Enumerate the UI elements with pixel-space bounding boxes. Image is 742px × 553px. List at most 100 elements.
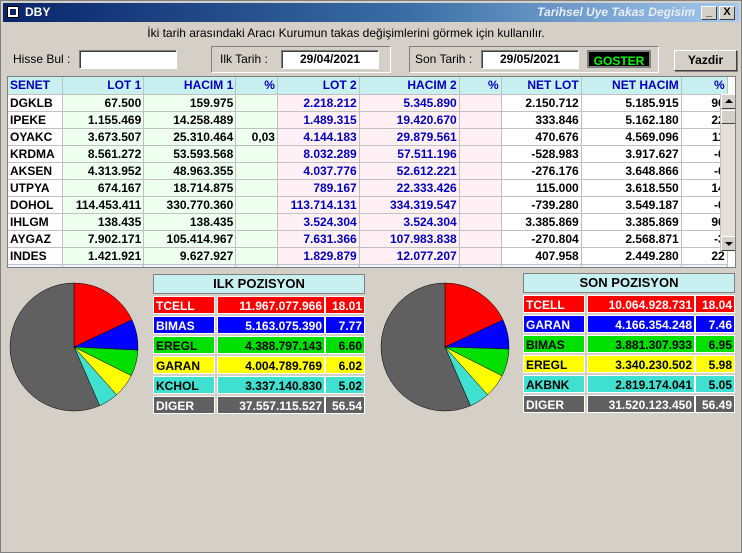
table-row[interactable]: INDES 1.421.921 9.627.927 1.829.879 12.077.2… bbox=[8, 247, 728, 265]
pos-row: BIMAS 3.881.307.933 6.95 bbox=[523, 335, 735, 353]
totals-cell bbox=[8, 264, 63, 267]
ilk-tarih-label: Ilk Tarih : bbox=[220, 52, 268, 66]
table-cell: 53.593.568 bbox=[143, 145, 237, 163]
table-cell: 1.489.315 bbox=[277, 111, 360, 129]
pie-slice-diger bbox=[380, 282, 471, 412]
pos-value: 4.388.797.143 bbox=[217, 336, 325, 354]
table-cell: 1.421.921 bbox=[62, 247, 145, 265]
grid-header-0[interactable]: SENET bbox=[8, 77, 63, 95]
table-cell bbox=[235, 230, 278, 248]
pos-value: 5.163.075.390 bbox=[217, 316, 325, 334]
pos-pct: 18.04 bbox=[695, 295, 735, 313]
table-cell: 115.000 bbox=[501, 179, 582, 197]
pos-value: 3.337.140.830 bbox=[217, 376, 325, 394]
table-row[interactable]: IPEKE 1.155.469 14.258.489 1.489.315 19.420.… bbox=[8, 111, 728, 129]
pos-sym: DIGER bbox=[153, 396, 215, 414]
table-cell: 25.310.464 bbox=[143, 128, 237, 146]
pos-pct: 6.02 bbox=[325, 356, 365, 374]
scroll-thumb[interactable] bbox=[721, 110, 735, 124]
scroll-up-icon[interactable] bbox=[721, 94, 735, 109]
table-row[interactable]: AKSEN 4.313.952 48.963.355 4.037.776 52.612.… bbox=[8, 162, 728, 180]
table-cell bbox=[459, 179, 502, 197]
goster-button[interactable]: GOSTER bbox=[587, 50, 651, 68]
data-grid[interactable]: SENET LOT 1 HACIM 1% LOT 2 HACIM 2% NET LOT NE… bbox=[7, 76, 736, 268]
table-cell bbox=[235, 145, 278, 163]
table-cell: 4.144.183 bbox=[277, 128, 360, 146]
table-cell: 3.673.507 bbox=[62, 128, 145, 146]
pos-value: 37.557.115.527 bbox=[217, 396, 325, 414]
close-button[interactable]: X bbox=[719, 6, 735, 20]
pos-pct: 56.54 bbox=[325, 396, 365, 414]
totals-cell bbox=[581, 264, 682, 267]
title-bar[interactable]: DBY Tarihsel Uye Takas Degisim _ X bbox=[3, 3, 739, 22]
table-cell: 14.258.489 bbox=[143, 111, 237, 129]
table-row[interactable]: IHLGM 138.435 138.435 3.524.304 3.524.304 3.3… bbox=[8, 213, 728, 231]
table-cell: 5.162.180 bbox=[581, 111, 682, 129]
table-cell: 113.714.131 bbox=[277, 196, 360, 214]
table-cell bbox=[235, 162, 278, 180]
table-cell: -739.280 bbox=[501, 196, 582, 214]
table-cell: 330.770.360 bbox=[143, 196, 237, 214]
table-cell: 7.902.171 bbox=[62, 230, 145, 248]
grid-header-2[interactable]: HACIM 1 bbox=[143, 77, 237, 95]
pos-row: TCELL 10.064.928.731 18.04 bbox=[523, 295, 735, 313]
app-icon[interactable] bbox=[7, 6, 19, 18]
table-cell bbox=[235, 247, 278, 265]
table-cell: 9.627.927 bbox=[143, 247, 237, 265]
pos-row: GARAN 4.004.789.769 6.02 bbox=[153, 356, 365, 374]
pos-pct: 56.49 bbox=[695, 395, 735, 413]
pos-sym: GARAN bbox=[523, 315, 585, 333]
table-cell bbox=[459, 94, 502, 112]
table-cell bbox=[459, 145, 502, 163]
grid-header-1[interactable]: LOT 1 bbox=[62, 77, 145, 95]
ilk-tarih-input[interactable]: 29/04/2021 bbox=[281, 50, 379, 69]
table-cell: 3.618.550 bbox=[581, 179, 682, 197]
table-cell: -276.176 bbox=[501, 162, 582, 180]
scroll-down-icon[interactable] bbox=[721, 236, 735, 251]
pos-sym: KCHOL bbox=[153, 376, 215, 394]
table-cell: 2.449.280 bbox=[581, 247, 682, 265]
table-cell: 114.453.411 bbox=[62, 196, 145, 214]
table-cell: -6 bbox=[681, 162, 728, 180]
table-cell: 2.218.212 bbox=[277, 94, 360, 112]
table-cell: 19.420.670 bbox=[359, 111, 460, 129]
table-cell: 3.385.869 bbox=[501, 213, 582, 231]
table-cell: 470.676 bbox=[501, 128, 582, 146]
grid-header-9[interactable]: % bbox=[681, 77, 728, 95]
table-cell: KRDMA bbox=[8, 145, 63, 163]
yazdir-button[interactable]: Yazdir bbox=[674, 50, 737, 71]
totals-cell bbox=[501, 264, 582, 267]
grid-header-7[interactable]: NET LOT bbox=[501, 77, 582, 95]
table-cell: 2.568.871 bbox=[581, 230, 682, 248]
table-row[interactable]: UTPYA 674.167 18.714.875 789.167 22.333.426 1… bbox=[8, 179, 728, 197]
table-cell: 5.345.890 bbox=[359, 94, 460, 112]
grid-scrollbar[interactable] bbox=[720, 94, 735, 251]
grid-header-8[interactable]: NET HACIM bbox=[581, 77, 682, 95]
table-cell: 674.167 bbox=[62, 179, 145, 197]
pie-slice-tcell bbox=[73, 282, 133, 348]
pos-pct: 5.05 bbox=[695, 375, 735, 393]
search-input[interactable] bbox=[79, 50, 177, 69]
son-tarih-input[interactable]: 29/05/2021 bbox=[481, 50, 579, 69]
table-cell: 3.524.304 bbox=[277, 213, 360, 231]
table-row[interactable]: KRDMA 8.561.272 53.593.568 8.032.289 57.511.… bbox=[8, 145, 728, 163]
grid-header-3[interactable]: % bbox=[235, 77, 278, 95]
grid-header-6[interactable]: % bbox=[459, 77, 502, 95]
grid-header-5[interactable]: HACIM 2 bbox=[359, 77, 460, 95]
table-row[interactable]: DGKLB 67.500 159.975 2.218.212 5.345.890 2.15… bbox=[8, 94, 728, 112]
pos-pct: 6.95 bbox=[695, 335, 735, 353]
table-cell: 8.561.272 bbox=[62, 145, 145, 163]
pos-value: 31.520.123.450 bbox=[587, 395, 695, 413]
table-row[interactable]: DOHOL 114.453.411 330.770.360 113.714.131 33… bbox=[8, 196, 728, 214]
pos-value: 4.166.354.248 bbox=[587, 315, 695, 333]
table-row[interactable]: AYGAZ 7.902.171 105.414.967 7.631.366 107.98… bbox=[8, 230, 728, 248]
table-cell bbox=[235, 94, 278, 112]
table-cell: 789.167 bbox=[277, 179, 360, 197]
grid-header-4[interactable]: LOT 2 bbox=[277, 77, 360, 95]
table-row[interactable]: OYAKC 3.673.507 25.310.464 0,03 4.144.183 29.… bbox=[8, 128, 728, 146]
table-cell bbox=[459, 213, 502, 231]
table-cell: 67.500 bbox=[62, 94, 145, 112]
minimize-button[interactable]: _ bbox=[701, 6, 717, 20]
son-tarih-label: Son Tarih : bbox=[415, 52, 473, 66]
